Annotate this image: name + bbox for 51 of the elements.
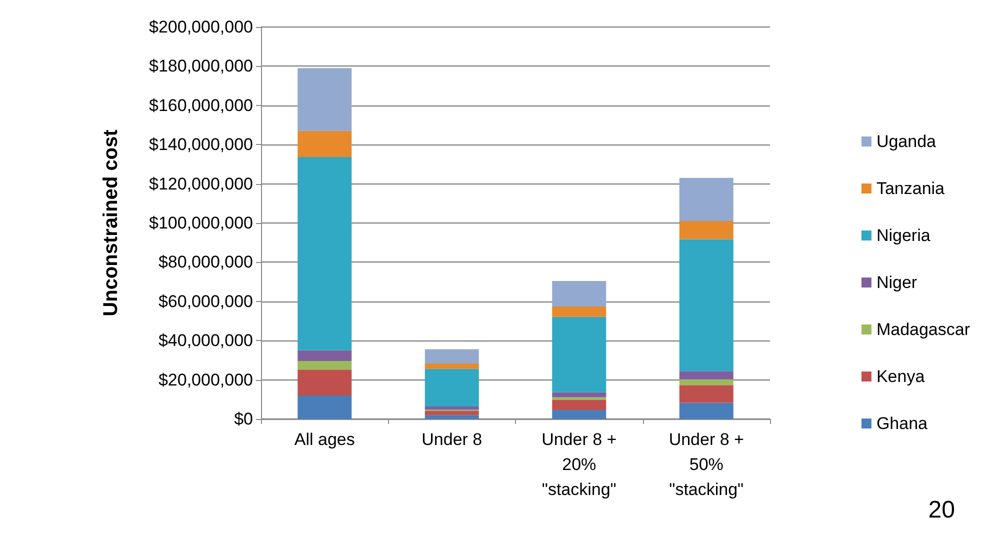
bar — [424, 406, 479, 410]
x-tick-label: Under 8 — [422, 430, 482, 449]
bar — [298, 360, 352, 370]
bar — [424, 410, 479, 416]
y-tick-label: $80,000,000 — [158, 252, 253, 272]
bar — [552, 400, 606, 410]
bar — [552, 306, 606, 317]
y-tick-label: $40,000,000 — [158, 331, 253, 350]
text: 20 — [928, 496, 956, 524]
legend-label: Madagascar — [876, 320, 970, 339]
x-tick-label: Under 8 + 20% "stacking" — [542, 430, 617, 499]
bar — [424, 368, 479, 406]
bar — [679, 402, 734, 419]
legend-label: Niger — [876, 273, 918, 292]
bar — [424, 349, 479, 364]
y-tick-label: $200,000,000 — [149, 18, 253, 36]
bar — [298, 395, 352, 419]
bar — [298, 156, 352, 350]
legend-label: Kenya — [876, 367, 926, 386]
x-tick-label: Under 8 + 50% "stacking" — [668, 430, 744, 499]
legend-label: Uganda — [876, 132, 937, 151]
bar — [679, 379, 734, 386]
bar — [298, 68, 352, 131]
legend-label: Tanzania — [876, 179, 946, 198]
legend-label: Ghana — [876, 414, 928, 433]
bar — [679, 178, 734, 222]
bar — [679, 221, 734, 240]
y-tick-label: $180,000,000 — [149, 56, 253, 76]
y-tick-label: $20,000,000 — [158, 370, 253, 390]
bar — [298, 370, 352, 396]
bar — [679, 385, 734, 403]
y-tick-label: $0 — [234, 410, 253, 428]
y-tick-label: $60,000,000 — [158, 292, 253, 311]
bar — [424, 364, 479, 369]
bar — [679, 239, 734, 372]
bar — [424, 415, 479, 419]
y-axis-title: Unconstrained cost — [100, 129, 122, 316]
bar — [298, 130, 352, 157]
y-tick-label: $100,000,000 — [149, 214, 253, 232]
bar — [552, 392, 606, 398]
y-tick-label: $120,000,000 — [149, 174, 253, 194]
bar — [552, 397, 606, 400]
bar — [298, 350, 352, 361]
bar — [679, 371, 734, 380]
bar — [552, 316, 606, 392]
y-tick-label: $140,000,000 — [149, 135, 253, 154]
y-tick-label: $160,000,000 — [149, 96, 253, 115]
bar — [552, 410, 606, 419]
bar — [552, 281, 606, 306]
legend-label: Nigeria — [876, 226, 931, 245]
x-tick-label: All ages — [294, 430, 355, 449]
